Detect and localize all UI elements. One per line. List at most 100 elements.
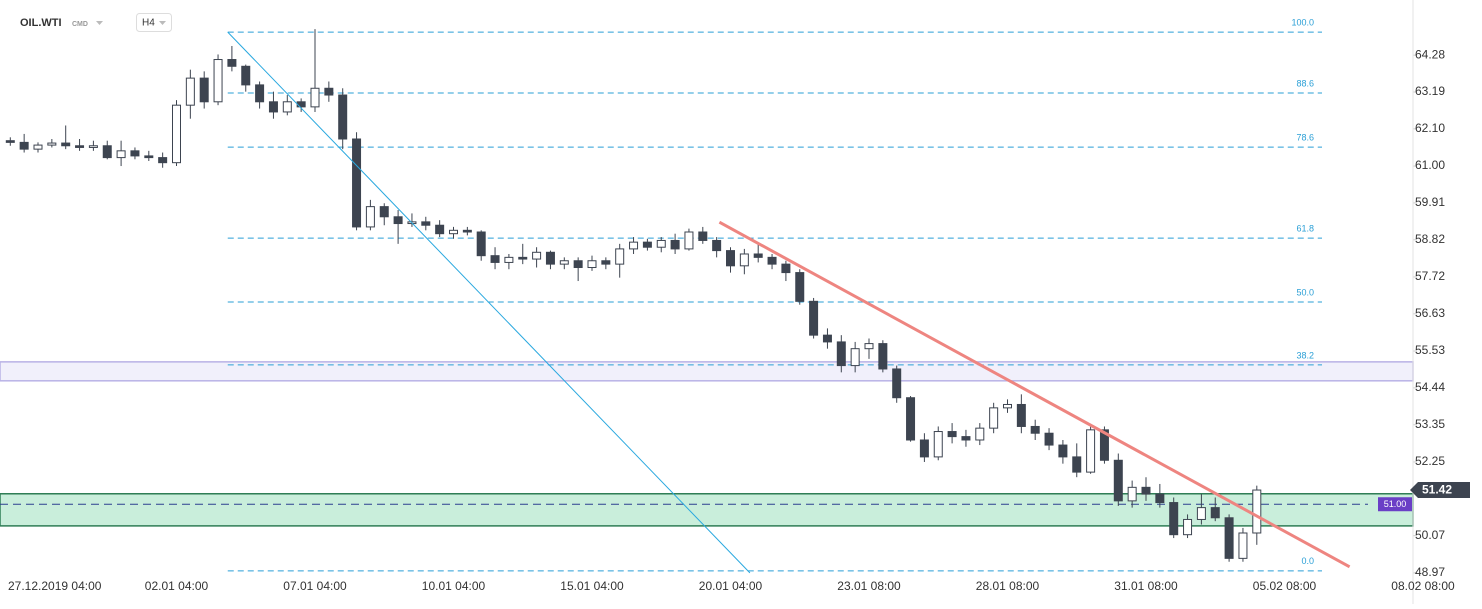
y-tick-label: 63.19 <box>1415 84 1445 98</box>
candle-body <box>961 436 971 441</box>
fib-label: 61.8 <box>1296 223 1314 233</box>
y-tick-label: 61.00 <box>1415 158 1445 172</box>
candle-body <box>282 101 292 113</box>
candle-body <box>199 77 209 103</box>
candle-body <box>642 241 652 248</box>
x-tick-label: 02.01 04:00 <box>145 579 209 593</box>
candle-body <box>255 84 265 103</box>
y-tick-label: 56.63 <box>1415 306 1445 320</box>
candle-body <box>393 216 403 225</box>
y-tick-label: 48.97 <box>1415 565 1445 579</box>
candle-body <box>1252 489 1262 534</box>
candle-body <box>767 256 777 265</box>
candle-body <box>268 101 278 113</box>
candle-body <box>172 104 181 164</box>
candle-body <box>462 229 472 233</box>
candle-body <box>601 260 611 265</box>
candle-body <box>435 224 445 235</box>
candle-body <box>726 250 735 267</box>
candle-body <box>1113 459 1123 502</box>
candle-body <box>573 260 583 269</box>
trendline <box>227 31 751 574</box>
x-tick-label: 15.01 04:00 <box>560 579 624 593</box>
candle-body <box>1141 486 1151 495</box>
candle-body <box>158 157 168 164</box>
symbol: OIL.WTI <box>20 17 62 29</box>
candle-body <box>5 140 15 143</box>
interval-dropdown <box>159 21 166 25</box>
candle-body <box>615 248 625 265</box>
candle-body <box>545 251 555 265</box>
candle-body <box>850 348 860 367</box>
candle-body <box>933 431 943 458</box>
candle-body <box>144 155 154 159</box>
candle-body <box>892 368 902 399</box>
last-price-label: 51.42 <box>1422 483 1452 497</box>
candle-body <box>1072 456 1082 473</box>
y-tick-label: 54.44 <box>1415 380 1445 394</box>
x-tick-label: 31.01 08:00 <box>1114 579 1178 593</box>
y-tick-label: 52.25 <box>1415 454 1445 468</box>
candle-body <box>989 407 999 429</box>
candle-body <box>338 94 348 140</box>
y-tick-label: 50.07 <box>1415 528 1445 542</box>
candle-body <box>130 150 140 157</box>
candle-body <box>1086 429 1096 473</box>
candle-body <box>1030 425 1040 434</box>
x-tick-label: 07.01 04:00 <box>283 579 347 593</box>
y-tick-label: 55.53 <box>1415 343 1445 357</box>
candle-body <box>753 253 763 258</box>
candle-body <box>739 253 749 267</box>
candle-body <box>379 206 389 218</box>
candle-body <box>1058 444 1068 458</box>
x-tick-label: 28.01 08:00 <box>976 579 1040 593</box>
candle-body <box>449 229 458 235</box>
candle-body <box>1016 403 1026 427</box>
level-tag <box>1378 497 1412 512</box>
interval-button[interactable] <box>136 13 172 32</box>
candle-body <box>684 231 694 250</box>
candle-body <box>1003 403 1012 409</box>
candle-body <box>1169 502 1179 536</box>
fib-label: 100.0 <box>1291 18 1314 28</box>
candle-body <box>1127 486 1137 502</box>
fib-label: 38.2 <box>1296 350 1314 360</box>
fib-label: 0.0 <box>1301 556 1314 566</box>
candle-body <box>324 87 334 96</box>
fib-label: 78.6 <box>1296 132 1314 142</box>
candle-body <box>947 431 957 438</box>
candle-body <box>102 145 112 159</box>
candle-body <box>1099 429 1109 461</box>
candle-body <box>518 256 528 260</box>
candle-body <box>490 255 500 263</box>
candle-body <box>296 101 306 108</box>
candle-body <box>19 141 29 150</box>
y-tick-label: 57.72 <box>1415 269 1445 283</box>
candle-body <box>1210 507 1220 519</box>
y-tick-label: 53.35 <box>1415 417 1445 431</box>
market-dropdown[interactable] <box>96 21 103 25</box>
candle-body <box>116 150 126 159</box>
candle-body <box>836 341 846 367</box>
candle-body <box>88 145 98 148</box>
candle-body <box>587 260 597 269</box>
candle-body <box>795 272 805 302</box>
candle-body <box>1155 493 1165 504</box>
candle-body <box>809 300 819 336</box>
candle-body <box>781 263 791 274</box>
candle-body <box>698 231 708 241</box>
candle-body <box>75 145 85 148</box>
candle-body <box>559 260 569 265</box>
market[interactable]: CMD <box>72 21 88 28</box>
candle-body <box>629 241 639 250</box>
candle-body <box>975 427 985 441</box>
candle-body <box>421 221 431 226</box>
candle-body <box>47 142 57 146</box>
interval[interactable]: H4 <box>142 18 155 29</box>
fib-label: 88.6 <box>1296 78 1314 88</box>
candle-body <box>1183 518 1193 536</box>
level-label: 51.00 <box>1384 499 1407 509</box>
last-price-tag <box>1410 482 1470 499</box>
